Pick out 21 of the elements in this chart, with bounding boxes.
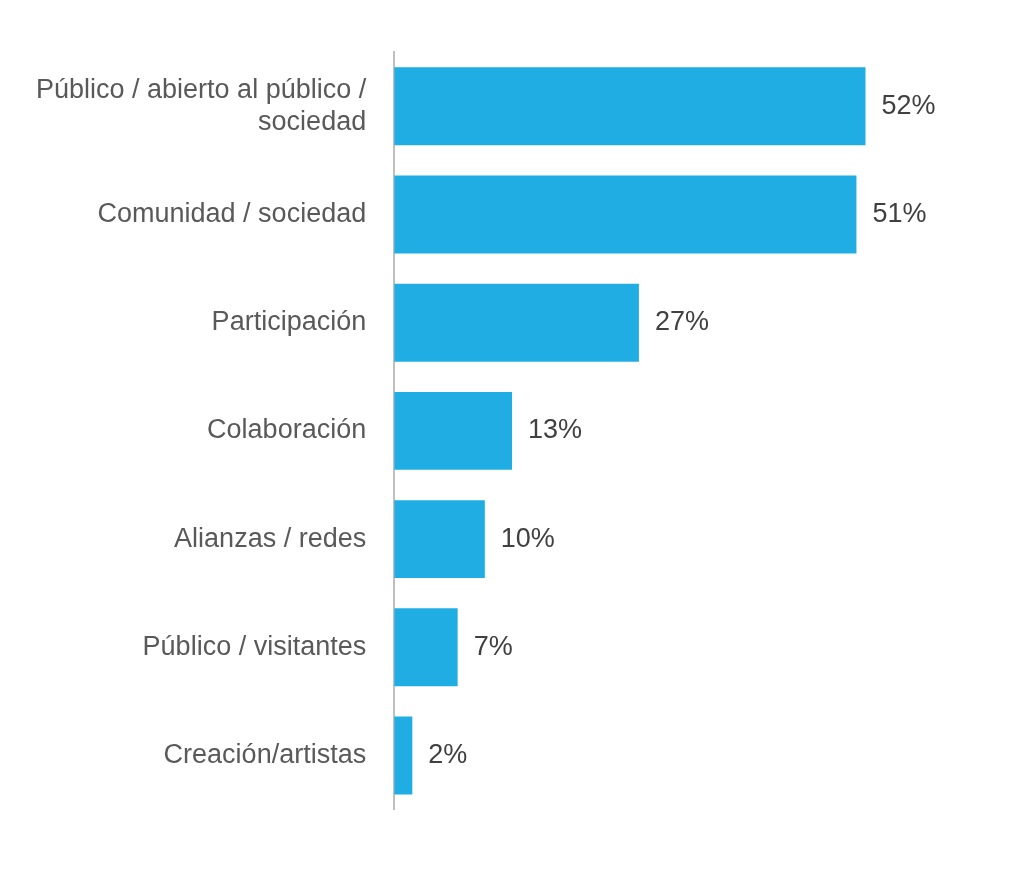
data-label: 13% — [528, 414, 583, 445]
data-label: 52% — [881, 89, 936, 120]
y-tick-label: Público / abierto al público / sociedad — [35, 73, 367, 136]
data-label: 7% — [473, 630, 513, 661]
bar — [394, 500, 485, 579]
y-tick-label: Público / visitantes — [142, 630, 367, 661]
y-tick-label: Comunidad / sociedad — [97, 197, 367, 228]
y-tick-label: Participación — [211, 306, 367, 337]
bar — [394, 608, 458, 687]
data-label: 51% — [872, 197, 927, 228]
y-tick-label: Colaboración — [207, 414, 367, 445]
data-label: 2% — [428, 738, 468, 769]
bar — [394, 175, 857, 254]
bar — [394, 716, 413, 795]
bar — [394, 283, 639, 362]
bar — [394, 67, 866, 146]
y-tick-label: Alianzas / redes — [174, 522, 367, 553]
data-label: 27% — [654, 306, 709, 337]
bar — [394, 391, 513, 470]
data-label: 10% — [500, 522, 555, 553]
y-tick-label: Creación/artistas — [163, 738, 367, 769]
